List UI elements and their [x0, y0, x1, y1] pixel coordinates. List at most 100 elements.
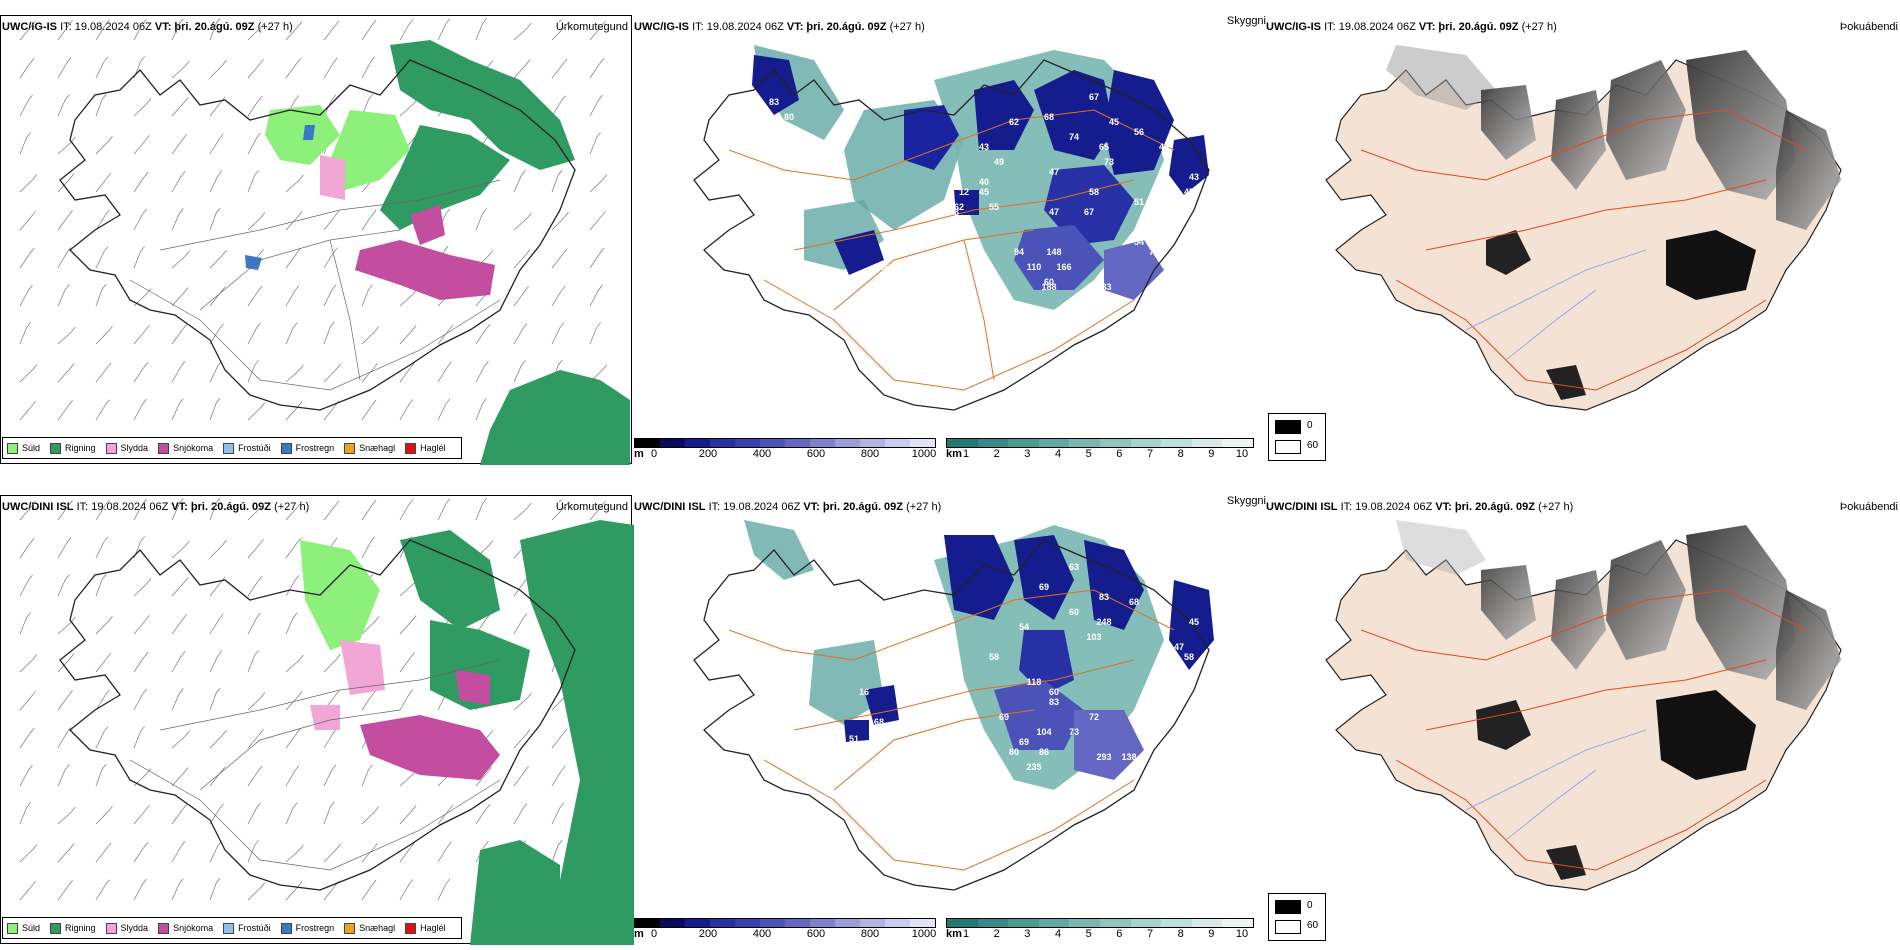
- cloud-base-label: 293: [1096, 752, 1111, 762]
- colorbar-segment: [810, 919, 835, 927]
- wind-barb: [513, 766, 529, 787]
- colorbar-segment: [1099, 439, 1131, 447]
- cloud-base-label: 51: [849, 734, 859, 744]
- colorbar-tick-label: 4: [1054, 448, 1062, 460]
- wind-barb: [361, 764, 373, 787]
- colorbar-tick-label: 10: [1235, 928, 1249, 940]
- colorbar-tick-label: 5: [1085, 928, 1092, 940]
- wind-barb: [323, 801, 335, 825]
- wind-barbs: [19, 17, 608, 421]
- cloud-base-label: 72: [1089, 712, 1099, 722]
- precip-areas: [245, 40, 630, 465]
- wind-barb: [399, 805, 417, 825]
- wind-barb: [551, 58, 568, 79]
- wind-barb: [323, 500, 340, 521]
- wind-barb: [399, 98, 418, 117]
- colorbar-segment: [785, 919, 810, 927]
- wind-barb: [19, 612, 31, 635]
- wind-barb: [95, 805, 113, 825]
- legend-item: Frostúði: [223, 922, 271, 934]
- wind-barb: [285, 728, 301, 749]
- panel-header: UWC/DINI ISL IT: 19.08.2024 06Z VT: þri.…: [2, 501, 309, 513]
- wind-barb: [19, 57, 35, 79]
- wind-barb: [247, 170, 259, 193]
- colorbar-segment: [1161, 919, 1192, 927]
- wind-barb: [247, 650, 259, 673]
- wind-barb: [57, 690, 73, 711]
- colorbar-segment: [810, 439, 835, 447]
- colorbar-tick-label: 600: [806, 448, 826, 460]
- wind-barb: [437, 498, 451, 521]
- colorbar-tick-label: 5: [1085, 448, 1092, 460]
- wind-barb: [57, 20, 73, 41]
- colorbar-segment: [635, 919, 660, 927]
- cloud-base-label: 83: [1099, 592, 1109, 602]
- wind-barb: [551, 285, 566, 307]
- legend-item: Snjókoma: [158, 442, 213, 454]
- cloud-visibility-panel: UWC/DINI ISL IT: 19.08.2024 06Z VT: þri.…: [634, 480, 1266, 950]
- cloud-base-label: 67: [1084, 207, 1094, 217]
- wind-barb: [361, 499, 377, 521]
- wind-barb: [171, 614, 187, 635]
- colorbar-segment: [1008, 919, 1039, 927]
- wind-barb: [19, 500, 36, 521]
- wind-barb: [95, 362, 112, 383]
- init-time: IT: 19.08.2024 06Z: [708, 501, 801, 513]
- fog-indicator-map: [1325, 520, 1842, 891]
- wind-barb: [133, 841, 149, 863]
- fog-areas: [1396, 520, 1841, 880]
- wind-barb: [399, 362, 415, 383]
- colorbar-segment: [910, 919, 935, 927]
- wind-barb: [57, 136, 76, 155]
- wind-barb: [171, 498, 184, 521]
- wind-barb: [57, 326, 76, 345]
- colorbar-tick-label: 400: [752, 448, 772, 460]
- wind-barb: [171, 841, 186, 863]
- river-network: [1465, 729, 1647, 841]
- wind-barb: [513, 692, 532, 711]
- wind-barb: [209, 397, 221, 421]
- colorbar-segment: [785, 439, 810, 447]
- cloud-base-label: 58: [1089, 187, 1099, 197]
- wind-barb: [475, 803, 491, 825]
- wind-barb: [323, 210, 340, 231]
- cloud-base-label: 47: [1174, 642, 1184, 652]
- wind-barb: [133, 18, 147, 41]
- wind-barb: [171, 18, 184, 41]
- cloud-base-label: 166: [1056, 262, 1071, 272]
- wind-barb: [285, 538, 301, 559]
- wind-barb: [513, 286, 529, 307]
- legend-item: Frostregn: [280, 922, 334, 934]
- wind-barb: [133, 688, 147, 711]
- wind-barb: [133, 804, 150, 825]
- colorbar-segment: [685, 919, 710, 927]
- colorbar-segment: [660, 439, 685, 447]
- cloud-base-label: 60: [1069, 607, 1079, 617]
- panel-title: Skyggni: [1226, 495, 1266, 507]
- wind-barb: [361, 879, 377, 901]
- model-name: UWC/IG-IS: [1266, 21, 1321, 33]
- cloud-base-label: 45: [1189, 617, 1199, 627]
- wind-barb: [323, 57, 338, 79]
- wind-barb: [247, 322, 261, 345]
- panel-header: UWC/DINI ISL IT: 19.08.2024 06Z VT: þri.…: [1266, 501, 1573, 513]
- colorbar-tick-label: 1000: [911, 928, 937, 940]
- wind-barb: [247, 132, 261, 155]
- wind-barb: [209, 729, 227, 749]
- wind-barb: [551, 21, 569, 41]
- colorbar-tick-label: 3: [1024, 448, 1031, 460]
- cloud-base-label: 12: [769, 582, 779, 592]
- cloud-base-label: 74: [1069, 132, 1079, 142]
- wind-barb: [399, 399, 414, 421]
- wind-barb: [475, 208, 487, 231]
- legend-item: Súld: [7, 922, 40, 934]
- colorbar-unit: km: [946, 928, 962, 940]
- legend-swatch: [280, 922, 292, 934]
- colorbar-segment: [710, 439, 735, 447]
- wind-barb: [171, 540, 190, 559]
- cloud-base-label: 56: [1134, 127, 1144, 137]
- road-network: [129, 659, 501, 871]
- colorbar-segment: [710, 919, 735, 927]
- wind-barb: [209, 497, 221, 521]
- wind-barb: [285, 691, 303, 711]
